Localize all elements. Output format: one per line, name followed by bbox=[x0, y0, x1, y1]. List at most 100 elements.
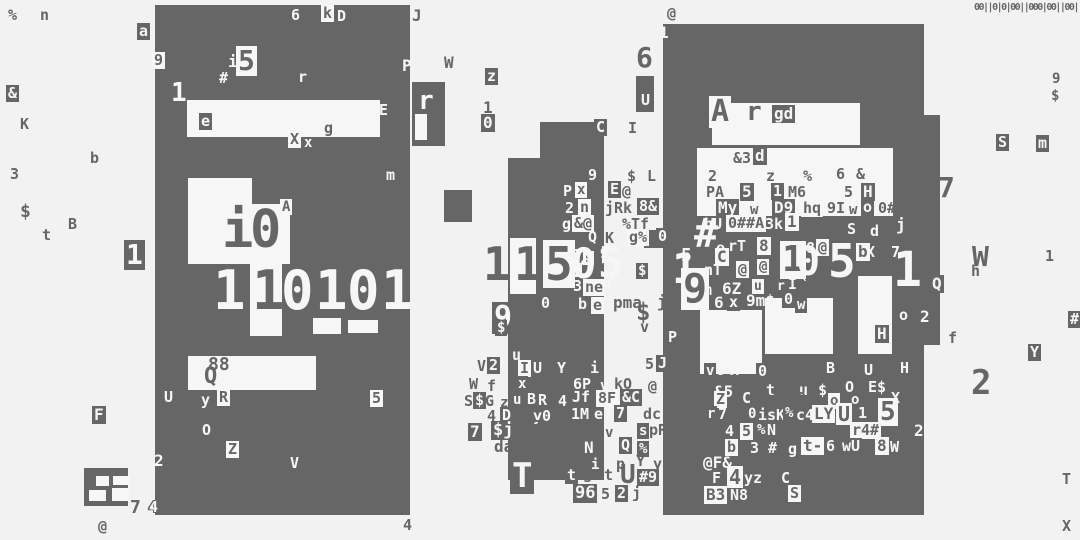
glyph: $ bbox=[627, 167, 637, 185]
light-cutout bbox=[188, 356, 316, 390]
glyph: F bbox=[92, 405, 106, 424]
glyph: U bbox=[164, 388, 174, 406]
glyph: D bbox=[500, 406, 514, 424]
glyph: w bbox=[795, 297, 808, 313]
glyph: U bbox=[620, 460, 636, 490]
glyph: 5 bbox=[236, 44, 257, 77]
glyph: j bbox=[657, 292, 667, 311]
glyph: PA bbox=[706, 183, 725, 201]
glyph: 1 bbox=[315, 259, 348, 322]
glyph: 2 bbox=[971, 363, 992, 403]
glyph: 7 bbox=[130, 497, 141, 518]
glyph: Z bbox=[226, 440, 240, 458]
glyph: 6 bbox=[291, 6, 301, 24]
glyph: % bbox=[818, 307, 828, 326]
glyph: s bbox=[583, 251, 595, 265]
glyph: b bbox=[725, 438, 739, 456]
glyph: A bbox=[709, 94, 732, 129]
glyph: @ bbox=[667, 4, 677, 22]
glyph: # bbox=[768, 439, 778, 457]
glyph: da bbox=[494, 437, 514, 456]
glyph: $ bbox=[495, 320, 508, 336]
light-cutout bbox=[113, 476, 130, 485]
glyph: r bbox=[298, 68, 308, 86]
glyph: I bbox=[788, 275, 798, 293]
glyph: 0 bbox=[756, 362, 770, 380]
glyph: 1 bbox=[659, 23, 669, 42]
glyph: 0 bbox=[481, 113, 495, 132]
glyph: A bbox=[280, 199, 293, 215]
glyph: 8F bbox=[596, 389, 619, 407]
glyph: 8 bbox=[702, 107, 712, 125]
glyph: W bbox=[444, 53, 454, 72]
glyph: $ bbox=[473, 391, 487, 409]
glyph: i bbox=[590, 359, 600, 377]
glyph: 0 bbox=[250, 200, 282, 260]
glyph: 5 bbox=[778, 380, 788, 398]
glyph: V bbox=[477, 357, 487, 375]
glyph: G bbox=[485, 392, 495, 410]
glyph: 5 bbox=[598, 238, 624, 287]
glyph: 9 bbox=[152, 51, 166, 69]
glyph: 2 bbox=[708, 167, 718, 185]
glyph: m bbox=[386, 166, 396, 184]
glyph: B3 bbox=[704, 485, 728, 504]
glyph: B bbox=[826, 359, 836, 377]
glyph: o bbox=[861, 198, 875, 216]
glyph: 5 bbox=[645, 355, 655, 373]
glyph: W bbox=[469, 375, 479, 393]
glyph: Z bbox=[714, 390, 728, 408]
glyph: #9 bbox=[637, 468, 660, 486]
glyph: O bbox=[845, 378, 855, 396]
glyph: 0 bbox=[796, 239, 821, 285]
glyph: 5 bbox=[740, 422, 754, 440]
glyph: # bbox=[1068, 310, 1080, 328]
glyph: g bbox=[324, 119, 334, 137]
glyph: Q bbox=[588, 228, 598, 246]
glyph: H bbox=[875, 324, 889, 343]
glyph: hU bbox=[704, 215, 723, 233]
glyph: s bbox=[583, 468, 593, 486]
glyph: @ bbox=[816, 238, 830, 256]
glyph: 1 bbox=[171, 78, 187, 108]
glyph: u bbox=[752, 279, 764, 294]
glyph: & bbox=[856, 165, 866, 183]
glyph: J bbox=[656, 354, 670, 372]
glyph: @ bbox=[757, 259, 770, 275]
glyph: Q bbox=[204, 364, 218, 389]
glyph: I bbox=[518, 359, 532, 377]
glyph: r bbox=[705, 406, 718, 422]
glyph: 8 bbox=[875, 436, 889, 455]
glyph: pma bbox=[613, 293, 642, 312]
glyph: N bbox=[582, 438, 596, 457]
glyph: X bbox=[288, 130, 302, 148]
glyph: X bbox=[1062, 517, 1072, 535]
glyph: M6 bbox=[788, 183, 807, 201]
glyph: 2 bbox=[914, 421, 924, 440]
glyph: 1 bbox=[893, 242, 922, 298]
glyph: k bbox=[321, 4, 335, 22]
glyph: 2 bbox=[154, 451, 164, 470]
glyph: 0 bbox=[281, 259, 314, 322]
glyph: U bbox=[639, 91, 653, 109]
glyph: y bbox=[653, 455, 663, 473]
glyph: & bbox=[6, 84, 20, 102]
glyph: 00||0|0|00||000|00||00|| bbox=[974, 2, 1080, 13]
glyph: N bbox=[767, 421, 777, 439]
glyph: 5 bbox=[844, 183, 854, 201]
glyph: u bbox=[797, 381, 811, 399]
glyph: n bbox=[578, 198, 592, 216]
light-cutout bbox=[250, 264, 282, 336]
glyph: o bbox=[851, 392, 860, 408]
glyph: Y bbox=[1028, 343, 1042, 361]
glyph: Y bbox=[557, 359, 567, 377]
glyph: 6 bbox=[826, 437, 836, 455]
glyph: P bbox=[402, 56, 412, 75]
light-cutout bbox=[112, 488, 129, 501]
glyph: % bbox=[783, 405, 796, 421]
glyph: t bbox=[604, 466, 614, 484]
glyph: B bbox=[525, 390, 539, 408]
light-cutout bbox=[187, 100, 380, 137]
glyph: @ bbox=[736, 260, 750, 278]
